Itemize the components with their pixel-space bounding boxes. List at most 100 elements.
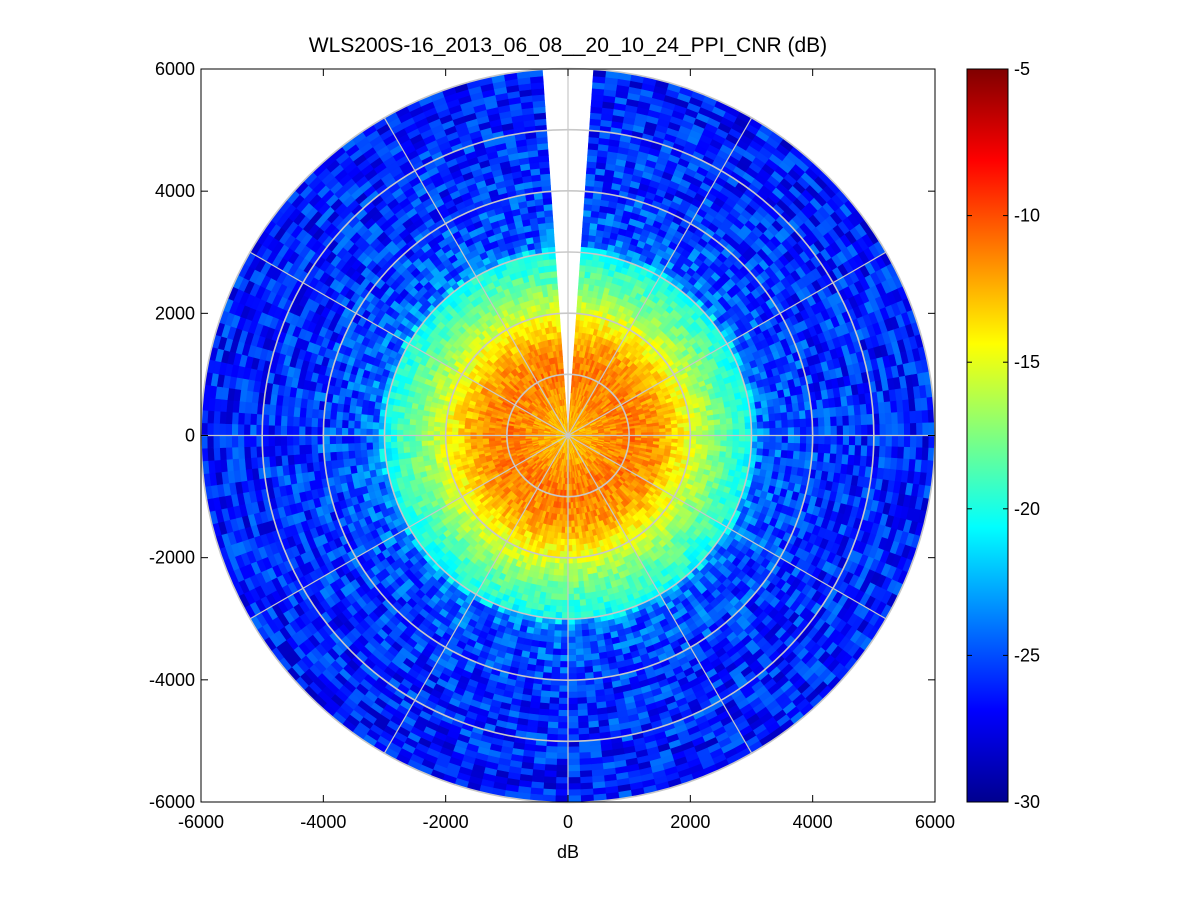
heatmap-cell (823, 416, 832, 427)
heatmap-cell (732, 440, 740, 448)
heatmap-cell (854, 414, 862, 426)
heatmap-cell (762, 421, 771, 430)
heatmap-cell (665, 427, 673, 433)
heatmap-cell (719, 418, 727, 426)
heatmap-cell (583, 203, 593, 212)
heatmap-cell (653, 428, 661, 433)
heatmap-cell (861, 435, 869, 447)
heatmap-cell (683, 435, 691, 441)
heatmap-cell (762, 448, 770, 457)
heatmap-cell (719, 413, 727, 420)
heatmap-cell (781, 435, 789, 444)
heatmap-cell (830, 425, 838, 436)
heatmap-cell (824, 435, 832, 446)
heatmap-cell (903, 423, 911, 436)
heatmap-cell (836, 435, 844, 446)
heatmap-cell (922, 422, 930, 436)
heatmap-cell (731, 452, 739, 460)
heatmap-cell (861, 424, 869, 436)
heatmap-cell (583, 209, 593, 218)
heatmap-cell (583, 197, 594, 206)
heatmap-cell (817, 417, 826, 428)
heatmap-cell (769, 420, 777, 429)
heatmap-cell (714, 435, 722, 442)
heatmap-cell (915, 447, 923, 461)
heatmap-cell (818, 426, 826, 436)
heatmap-cell (577, 288, 584, 297)
heatmap-cell (915, 410, 923, 424)
heatmap-cell (581, 234, 590, 242)
heatmap-cell (707, 419, 715, 427)
heatmap-cell (829, 407, 837, 418)
heatmap-cell (706, 414, 715, 422)
heatmap-cell (891, 446, 899, 459)
heatmap-cell (799, 426, 807, 436)
heatmap-cell (879, 424, 887, 436)
heatmap-cell (798, 410, 807, 420)
heatmap-cell (817, 452, 825, 463)
heatmap-cell (774, 449, 782, 459)
heatmap-cell (707, 444, 715, 452)
heatmap-cell (714, 424, 722, 431)
heatmap-cell (878, 446, 887, 459)
heatmap-cell (731, 417, 740, 425)
heatmap-cell (731, 411, 739, 419)
heatmap-cell (891, 435, 899, 448)
heatmap-cell (731, 446, 740, 454)
heatmap-cell (751, 428, 758, 436)
heatmap-cell (823, 444, 832, 455)
heatmap-cell (701, 420, 709, 427)
heatmap-cell (677, 435, 685, 440)
heatmap-cell (585, 173, 596, 181)
heatmap-cell (775, 427, 783, 436)
heatmap-cell (671, 427, 679, 433)
heatmap-cell (761, 455, 770, 464)
heatmap-cell (842, 415, 850, 427)
heatmap-cell (737, 416, 746, 424)
heatmap-cell (775, 435, 783, 444)
heatmap-cell (897, 411, 905, 425)
heatmap-cell (677, 427, 685, 433)
heatmap-cell (909, 447, 917, 461)
heatmap-cell (585, 179, 596, 187)
heatmap-cell (885, 435, 893, 448)
heatmap-cell (836, 415, 844, 427)
heatmap-cell (578, 270, 586, 278)
heatmap-cell (769, 442, 777, 451)
heatmap-cell (713, 413, 721, 421)
heatmap-cell (878, 412, 887, 425)
heatmap-cell (737, 447, 746, 455)
heatmap-cell (726, 435, 734, 442)
heatmap-cell (762, 414, 770, 423)
heatmap-cell (769, 435, 777, 444)
heatmap-cell (903, 411, 911, 425)
heatmap-cell (713, 419, 721, 426)
heatmap-cell (695, 421, 703, 427)
heatmap-cell (793, 427, 801, 436)
heatmap-cell (903, 446, 911, 460)
heatmap-cell (897, 423, 905, 436)
heatmap-cell (714, 429, 722, 436)
heatmap-cell (780, 412, 789, 421)
heatmap-cell (909, 435, 918, 449)
heatmap-cell (582, 215, 592, 224)
heatmap-cell (588, 228, 598, 237)
heatmap-cell (823, 453, 831, 464)
heatmap-cell (897, 446, 905, 460)
heatmap-cell (916, 422, 924, 436)
heatmap-cell (879, 435, 887, 447)
heatmap-cell (921, 447, 930, 461)
heatmap-cell (708, 435, 716, 441)
heatmap-cell (738, 435, 746, 443)
heatmap-cell (744, 435, 752, 443)
heatmap-cell (683, 430, 691, 436)
heatmap-cell (854, 424, 862, 436)
heatmap-cell (830, 416, 838, 427)
heatmap-cell (842, 435, 850, 446)
heatmap-cell (677, 431, 685, 436)
heatmap-cell (787, 419, 795, 429)
heatmap-cell (763, 435, 771, 443)
heatmap-cell (909, 422, 918, 436)
heatmap-cell (696, 430, 703, 436)
heatmap-cell (701, 439, 709, 446)
